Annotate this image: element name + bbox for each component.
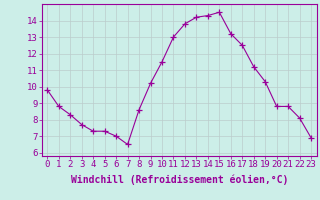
X-axis label: Windchill (Refroidissement éolien,°C): Windchill (Refroidissement éolien,°C): [70, 175, 288, 185]
